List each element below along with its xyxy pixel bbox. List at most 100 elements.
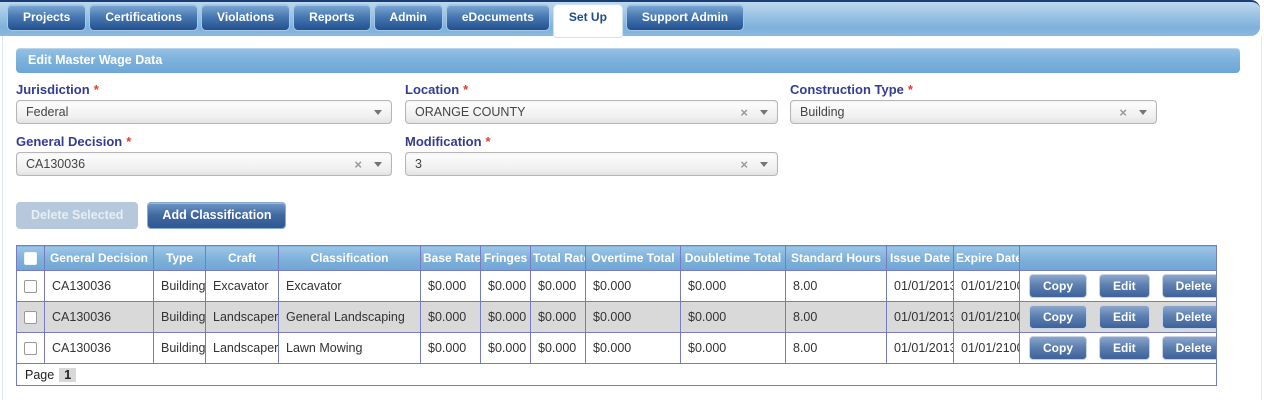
cell-doubletime-total: $0.000 bbox=[680, 332, 786, 364]
table-row: CA130036 Building Landscaper Lawn Mowing… bbox=[16, 332, 1217, 364]
cell-issue-date: 01/01/2013 bbox=[886, 301, 954, 333]
general-decision-select[interactable]: CA130036 × bbox=[16, 152, 392, 176]
cell-standard-hours: 8.00 bbox=[785, 270, 887, 302]
required-asterisk: * bbox=[485, 134, 491, 149]
tab-support-admin[interactable]: Support Admin bbox=[625, 4, 745, 31]
location-label: Location * bbox=[405, 82, 469, 97]
clear-icon[interactable]: × bbox=[740, 156, 748, 172]
delete-button[interactable]: Delete bbox=[1161, 305, 1216, 329]
edit-button[interactable]: Edit bbox=[1099, 274, 1150, 298]
toolbar: Delete Selected Add Classification bbox=[16, 202, 1261, 229]
copy-button[interactable]: Copy bbox=[1029, 274, 1087, 298]
col-actions bbox=[1019, 245, 1217, 271]
copy-button[interactable]: Copy bbox=[1029, 336, 1087, 360]
cell-classification: Excavator bbox=[278, 270, 421, 302]
cell-classification: Lawn Mowing bbox=[278, 332, 421, 364]
construction-type-value: Building bbox=[800, 105, 845, 119]
modification-select[interactable]: 3 × bbox=[405, 152, 778, 176]
row-checkbox[interactable] bbox=[24, 342, 37, 356]
tab-edocuments[interactable]: eDocuments bbox=[445, 4, 550, 31]
delete-selected-button[interactable]: Delete Selected bbox=[16, 202, 139, 229]
add-classification-button[interactable]: Add Classification bbox=[147, 202, 287, 229]
required-asterisk: * bbox=[93, 82, 99, 97]
clear-icon[interactable]: × bbox=[740, 104, 748, 120]
cell-total-rate: $0.000 bbox=[530, 270, 586, 302]
copy-button[interactable]: Copy bbox=[1029, 305, 1087, 329]
edit-button[interactable]: Edit bbox=[1099, 336, 1150, 360]
select-all-checkbox[interactable] bbox=[24, 252, 37, 266]
cell-general-decision: CA130036 bbox=[44, 332, 154, 364]
row-checkbox[interactable] bbox=[24, 280, 37, 294]
cell-general-decision: CA130036 bbox=[44, 301, 154, 333]
cell-standard-hours: 8.00 bbox=[785, 332, 887, 364]
chevron-down-icon[interactable] bbox=[1139, 109, 1147, 115]
cell-type: Building bbox=[153, 332, 206, 364]
required-asterisk: * bbox=[126, 134, 132, 149]
jurisdiction-label: Jurisdiction * bbox=[16, 82, 99, 97]
clear-icon[interactable]: × bbox=[354, 156, 362, 172]
col-fringes: Fringes bbox=[480, 245, 531, 271]
cell-general-decision: CA130036 bbox=[44, 270, 154, 302]
construction-type-field: Construction Type * Building × bbox=[790, 82, 1157, 124]
delete-button[interactable]: Delete bbox=[1161, 274, 1216, 298]
location-select[interactable]: ORANGE COUNTY × bbox=[405, 100, 778, 124]
cell-overtime-total: $0.000 bbox=[585, 270, 681, 302]
jurisdiction-select[interactable]: Federal bbox=[16, 100, 392, 124]
pager-row: Page 1 bbox=[16, 363, 1217, 386]
col-issue-date: Issue Date bbox=[886, 245, 954, 271]
cell-expire-date: 01/01/2100 bbox=[953, 301, 1020, 333]
table-header-row: General Decision Type Craft Classificati… bbox=[16, 245, 1217, 271]
tab-reports[interactable]: Reports bbox=[293, 4, 371, 31]
table-row: CA130036 Building Landscaper General Lan… bbox=[16, 301, 1217, 333]
cell-craft: Landscaper bbox=[205, 301, 279, 333]
tab-admin[interactable]: Admin bbox=[373, 4, 443, 31]
cell-issue-date: 01/01/2013 bbox=[886, 332, 954, 364]
cell-total-rate: $0.000 bbox=[530, 301, 586, 333]
cell-craft: Excavator bbox=[205, 270, 279, 302]
general-decision-value: CA130036 bbox=[26, 157, 86, 171]
required-asterisk: * bbox=[907, 82, 913, 97]
col-classification: Classification bbox=[278, 245, 421, 271]
tab-certifications[interactable]: Certifications bbox=[89, 4, 199, 31]
cell-overtime-total: $0.000 bbox=[585, 332, 681, 364]
wage-data-form: Jurisdiction * Federal Location * ORANGE C… bbox=[16, 82, 1261, 176]
table-row: CA130036 Building Excavator Excavator $0… bbox=[16, 270, 1217, 302]
pager: Page 1 bbox=[16, 363, 1217, 386]
required-asterisk: * bbox=[463, 82, 469, 97]
cell-type: Building bbox=[153, 270, 206, 302]
cell-expire-date: 01/01/2100 bbox=[953, 270, 1020, 302]
general-decision-field: General Decision * CA130036 × bbox=[16, 134, 392, 176]
clear-icon[interactable]: × bbox=[1119, 104, 1127, 120]
cell-total-rate: $0.000 bbox=[530, 332, 586, 364]
tab-projects[interactable]: Projects bbox=[7, 4, 87, 31]
content-panel: Edit Master Wage Data Jurisdiction * Fede… bbox=[2, 36, 1262, 400]
tab-set-up[interactable]: Set Up bbox=[552, 4, 623, 38]
cell-issue-date: 01/01/2013 bbox=[886, 270, 954, 302]
jurisdiction-value: Federal bbox=[26, 105, 69, 119]
chevron-down-icon[interactable] bbox=[760, 161, 768, 167]
cell-craft: Landscaper bbox=[205, 332, 279, 364]
chevron-down-icon[interactable] bbox=[760, 109, 768, 115]
delete-button[interactable]: Delete bbox=[1161, 336, 1216, 360]
cell-doubletime-total: $0.000 bbox=[680, 301, 786, 333]
chevron-down-icon[interactable] bbox=[374, 161, 382, 167]
edit-button[interactable]: Edit bbox=[1099, 305, 1150, 329]
wage-classification-table: General Decision Type Craft Classificati… bbox=[16, 245, 1217, 386]
cell-base-rate: $0.000 bbox=[420, 301, 481, 333]
cell-base-rate: $0.000 bbox=[420, 270, 481, 302]
row-checkbox[interactable] bbox=[24, 311, 37, 325]
tab-violations[interactable]: Violations bbox=[201, 4, 291, 31]
col-standard-hours: Standard Hours bbox=[785, 245, 887, 271]
page-title: Edit Master Wage Data bbox=[16, 48, 1240, 73]
construction-type-label: Construction Type * bbox=[790, 82, 913, 97]
construction-type-select[interactable]: Building × bbox=[790, 100, 1157, 124]
cell-expire-date: 01/01/2100 bbox=[953, 332, 1020, 364]
cell-fringes: $0.000 bbox=[480, 301, 531, 333]
col-general-decision: General Decision bbox=[44, 245, 154, 271]
col-total-rate: Total Rate bbox=[530, 245, 586, 271]
cell-classification: General Landscaping bbox=[278, 301, 421, 333]
chevron-down-icon[interactable] bbox=[374, 109, 382, 115]
page-number: 1 bbox=[59, 367, 77, 382]
cell-base-rate: $0.000 bbox=[420, 332, 481, 364]
col-type: Type bbox=[153, 245, 206, 271]
